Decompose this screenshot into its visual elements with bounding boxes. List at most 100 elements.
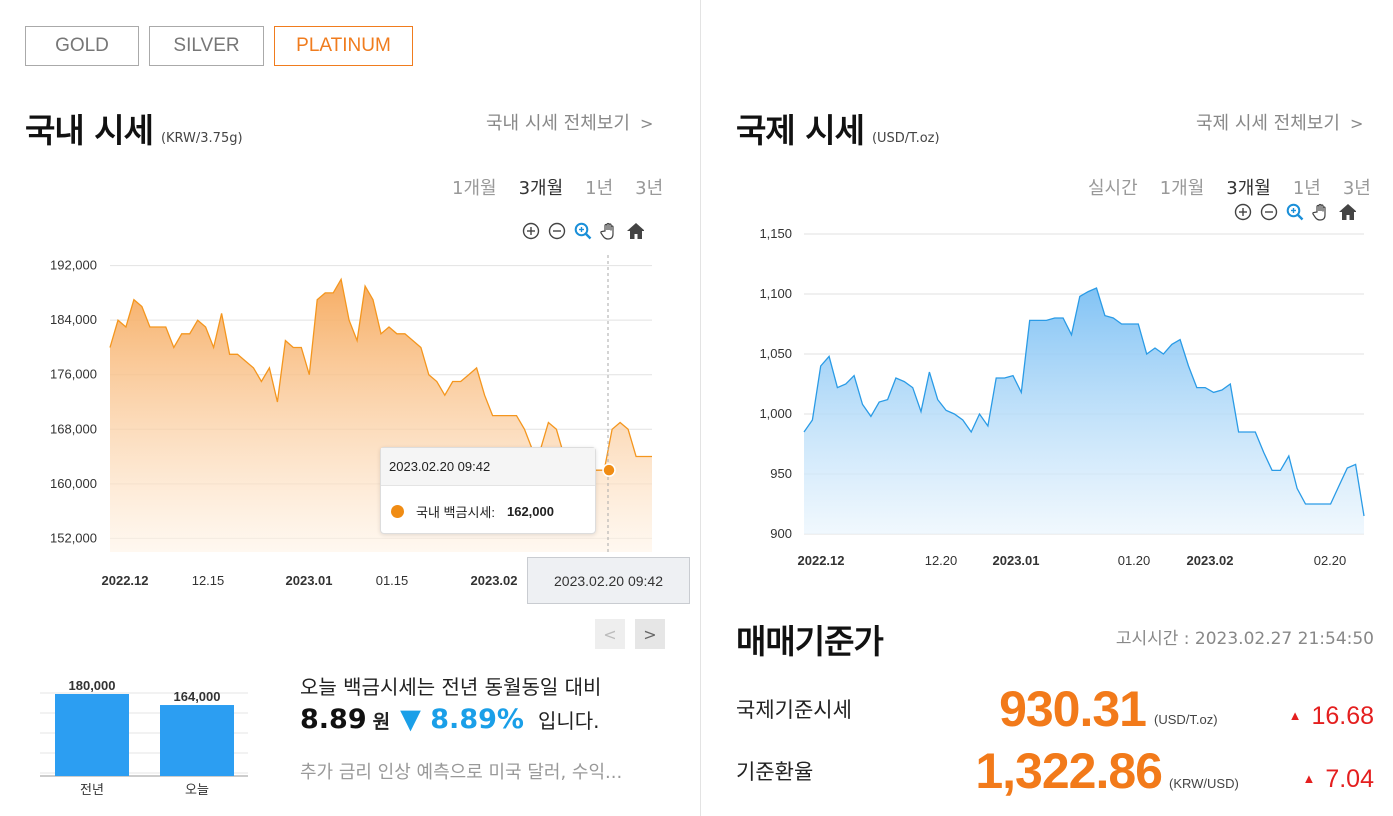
period-3y[interactable]: 3년 [635,178,664,199]
summary-won: 원 [372,711,391,733]
bar-prev-value: 180,000 [69,678,116,693]
x-tick-label: 2023.02 [1187,553,1234,568]
pan-hand-icon[interactable] [600,222,618,240]
y-tick-label: 184,000 [50,312,97,327]
tooltip-time: 2023.02.20 09:42 [381,448,595,486]
bar-today-label: 오늘 [185,782,209,797]
chevron-left-icon: < [603,624,617,644]
summary-tail: 입니다. [537,709,600,733]
summary-text: 오늘 백금시세는 전년 동월동일 대비 [300,675,602,699]
x-tick-label: 12.15 [192,573,225,588]
chevron-right-icon: > [643,624,657,644]
y-tick-label: 152,000 [50,530,97,545]
chevron-right-icon: > [639,114,654,133]
x-tick-label: 2023.01 [286,573,333,588]
x-tick-label: 12.20 [925,553,958,568]
tab-platinum[interactable]: PLATINUM [274,26,413,66]
up-triangle-icon: ▲ [1288,708,1302,723]
y-tick-label: 1,050 [759,346,792,361]
zoom-in-icon[interactable] [522,222,540,240]
domestic-title: 국내 시세 (KRW/3.75g) [25,104,243,152]
tooltip-series: 국내 백금시세: [416,505,495,520]
x-tick-label: 2022.12 [798,553,845,568]
international-unit: (USD/T.oz) [871,131,940,146]
crosshair-x-label: 2023.02.20 09:42 [527,557,690,604]
period-1m[interactable]: 1개월 [1159,178,1205,199]
period-3m[interactable]: 3개월 [518,178,564,199]
x-tick-label: 2023.01 [993,553,1040,568]
bar-today [160,705,234,776]
y-tick-label: 160,000 [50,476,97,491]
ref-label-exchange: 기준환율 [736,760,814,784]
summary-change: 8.89 원 ▼ 8.89% 입니다. [300,704,600,735]
ref-change-value: 7.04 [1325,765,1374,793]
magnifier-icon[interactable] [574,222,592,240]
domestic-view-all-label: 국내 시세 전체보기 [486,113,630,134]
zoom-out-icon[interactable] [1260,203,1278,221]
summary-pct: ▼ 8.89% [400,704,524,735]
international-area [804,288,1364,534]
x-tick-label: 2022.12 [102,573,149,588]
tab-silver[interactable]: SILVER [149,26,264,66]
prev-page-button[interactable]: < [595,619,625,649]
international-period-selector: 실시간 1개월 3개월 1년 3년 [1088,174,1371,200]
ref-change-value: 16.68 [1311,702,1374,730]
domestic-view-all-link[interactable]: 국내 시세 전체보기 > [486,109,653,135]
tab-gold[interactable]: GOLD [25,26,139,66]
domestic-x-axis: 2022.12 12.15 2023.01 01.15 2023.02 [102,573,518,588]
domestic-chart-tools [522,222,644,240]
international-series-line [803,287,1365,517]
ref-value-exchange: 1,322.86 [975,743,1163,799]
zoom-out-icon[interactable] [548,222,566,240]
y-tick-label: 900 [770,526,792,541]
highlight-point[interactable] [602,463,616,477]
domestic-unit: (KRW/3.75g) [160,131,243,146]
x-tick-label: 01.20 [1118,553,1151,568]
ref-change-exchange: ▲ 7.04 [1302,765,1374,794]
domestic-y-axis: 192,000 184,000 176,000 168,000 160,000 152,0… [50,258,97,546]
domestic-title-text: 국내 시세 [25,111,154,150]
notice-time: 고시시간 : 2023.02.27 21:54:50 [1115,629,1374,649]
home-icon[interactable] [626,222,644,240]
international-title-text: 국제 시세 [736,111,865,150]
bar-prev-label: 전년 [80,782,104,797]
pan-hand-icon[interactable] [1312,203,1330,221]
international-title: 국제 시세 (USD/T.oz) [736,104,940,152]
period-realtime[interactable]: 실시간 [1088,178,1138,199]
chevron-right-icon: > [1349,114,1364,133]
home-icon[interactable] [1338,203,1356,221]
x-tick-label: 02.20 [1314,553,1347,568]
ref-unit-international: (USD/T.oz) [1154,712,1218,727]
international-x-axis: 2022.12 12.20 2023.01 01.20 2023.02 02.20 [798,553,1347,568]
domestic-price-chart: 192,000 184,000 176,000 168,000 160,000 152,0… [50,255,652,588]
domestic-period-selector: 1개월 3개월 1년 3년 [452,174,663,200]
y-tick-label: 950 [770,466,792,481]
ref-unit-exchange: (KRW/USD) [1169,776,1239,791]
tooltip-body: 국내 백금시세: 162,000 [381,486,595,537]
international-view-all-link[interactable]: 국제 시세 전체보기 > [1196,109,1363,135]
y-tick-label: 192,000 [50,258,97,273]
y-tick-label: 1,100 [759,286,792,301]
zoom-in-icon[interactable] [1234,203,1252,221]
period-1y[interactable]: 1년 [1292,178,1321,199]
international-chart-tools [1234,203,1356,221]
y-tick-label: 1,150 [759,226,792,241]
international-y-axis: 1,150 1,100 1,050 1,000 950 900 [759,226,792,541]
reference-title: 매매기준가 [736,622,884,661]
y-tick-label: 1,000 [759,406,792,421]
bar-today-value: 164,000 [174,689,221,704]
x-tick-label: 2023.02 [471,573,518,588]
period-3y[interactable]: 3년 [1342,178,1371,199]
summary-note[interactable]: 추가 금리 인상 예측으로 미국 달러, 수익... [300,762,623,783]
period-1m[interactable]: 1개월 [452,178,497,199]
period-3m[interactable]: 3개월 [1226,178,1271,199]
y-tick-label: 176,000 [50,367,97,382]
chart-tooltip: 2023.02.20 09:42 국내 백금시세: 162,000 [380,447,596,534]
next-page-button[interactable]: > [635,619,665,649]
x-tick-label: 01.15 [376,573,409,588]
panel-divider [700,0,701,816]
period-1y[interactable]: 1년 [585,178,614,199]
summary-amount: 8.89 [300,704,367,735]
magnifier-icon[interactable] [1286,203,1304,221]
